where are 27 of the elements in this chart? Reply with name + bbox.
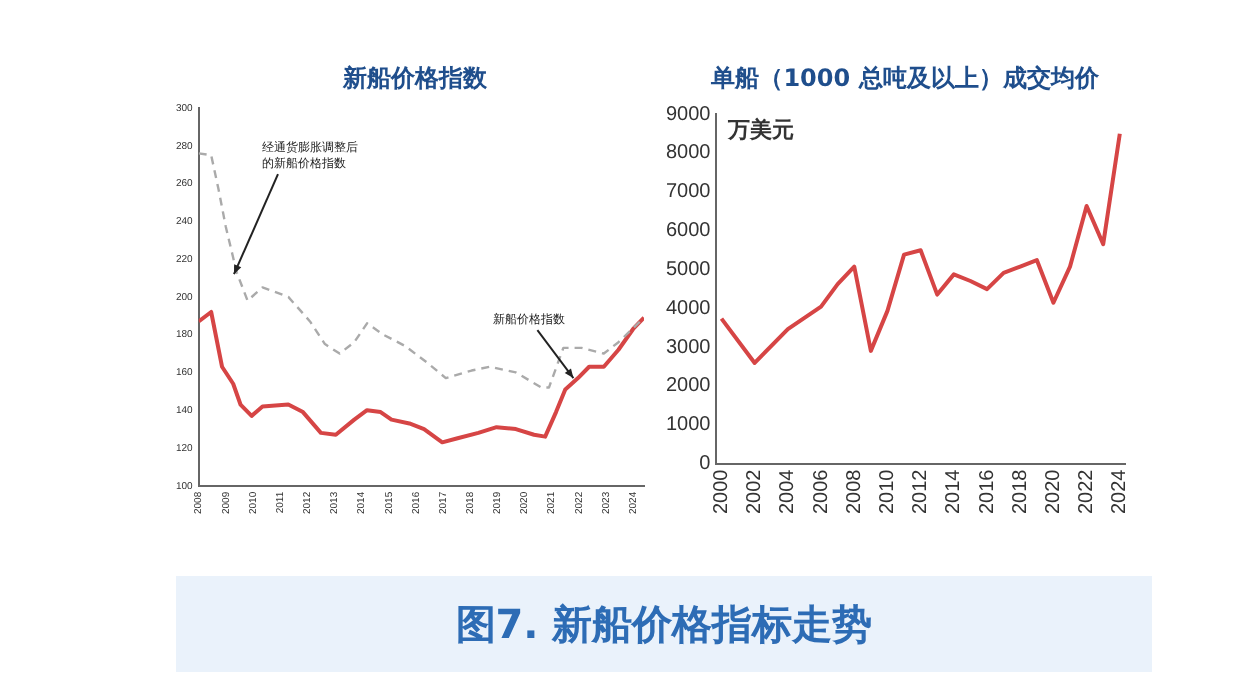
- x-tick-label: 2008: [843, 468, 866, 515]
- y-tick-label: 6000: [665, 220, 712, 242]
- y-tick-label: 9000: [665, 103, 712, 126]
- y-tick-label: 4000: [665, 297, 712, 320]
- y-tick-label: 5000: [665, 258, 712, 281]
- y-tick-label: 3000: [665, 336, 712, 359]
- x-tick-label: 2018: [1009, 468, 1032, 515]
- x-tick-label: 2016: [976, 468, 999, 515]
- y-tick-label: 0: [699, 453, 712, 476]
- x-tick-label: 2020: [1042, 468, 1065, 515]
- caption: 图7. 新船价格指标走势: [176, 576, 1152, 672]
- chart-title: 单船（1000 总吨及以上）成交均价: [709, 62, 1101, 96]
- x-tick-label: 2014: [943, 468, 966, 515]
- y-axis-title: 万美元: [726, 116, 795, 143]
- line-series: [198, 152, 644, 389]
- chart-title: 新船价格指数: [341, 62, 489, 96]
- y-tick-label: 8000: [665, 142, 712, 165]
- x-tick-label: 2004: [777, 468, 800, 515]
- x-tick-label: 2024: [1109, 468, 1132, 515]
- x-tick-label: 2022: [1076, 468, 1099, 515]
- y-tick-label: 7000: [665, 181, 712, 204]
- x-tick-label: 2002: [744, 468, 767, 515]
- x-tick-label: 2006: [810, 468, 833, 515]
- y-tick-label: 2000: [665, 375, 712, 398]
- x-tick-label: 2012: [910, 468, 933, 515]
- y-tick-label: 1000: [665, 414, 712, 437]
- x-tick-label: 2010: [876, 468, 899, 515]
